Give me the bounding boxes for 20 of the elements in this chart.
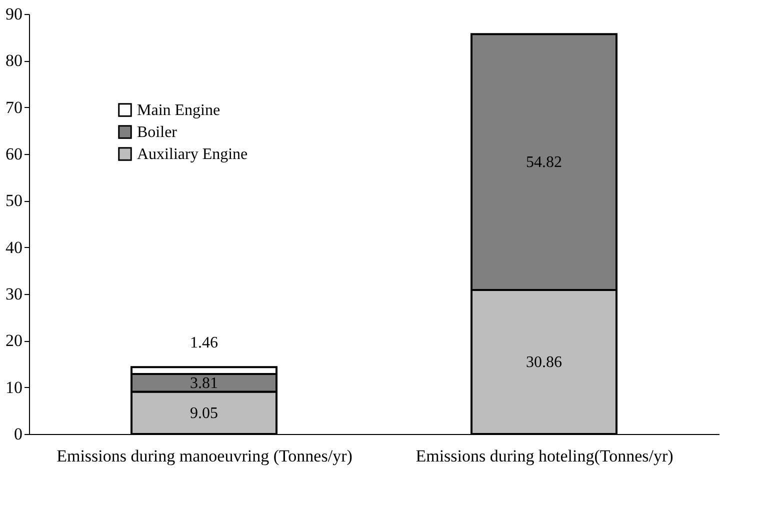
legend-label: Auxiliary Engine [137,146,248,163]
data-label: 9.05 [190,404,218,422]
data-label: 1.46 [190,334,218,352]
y-tick-label: 80 [6,51,22,70]
x-tick-label: Emissions during manoeuvring (Tonnes/yr) [56,446,352,466]
data-label: 30.86 [526,354,562,371]
y-tick-label: 10 [6,378,22,397]
x-tick-label: Emissions during hoteling(Tonnes/yr) [416,446,674,466]
y-tick-label: 70 [6,98,22,117]
legend-label: Main Engine [137,102,220,119]
y-tick-label: 0 [14,424,22,444]
y-tick-label: 40 [6,238,22,257]
data-label: 3.81 [190,374,218,392]
y-tick-label: 50 [6,191,22,210]
y-tick-label: 30 [6,284,22,304]
y-tick-label: 20 [6,331,22,350]
y-tick-label: 90 [6,4,22,24]
legend-label: Boiler [137,124,178,141]
y-tick-label: 60 [6,144,22,164]
data-label: 54.82 [526,154,562,172]
